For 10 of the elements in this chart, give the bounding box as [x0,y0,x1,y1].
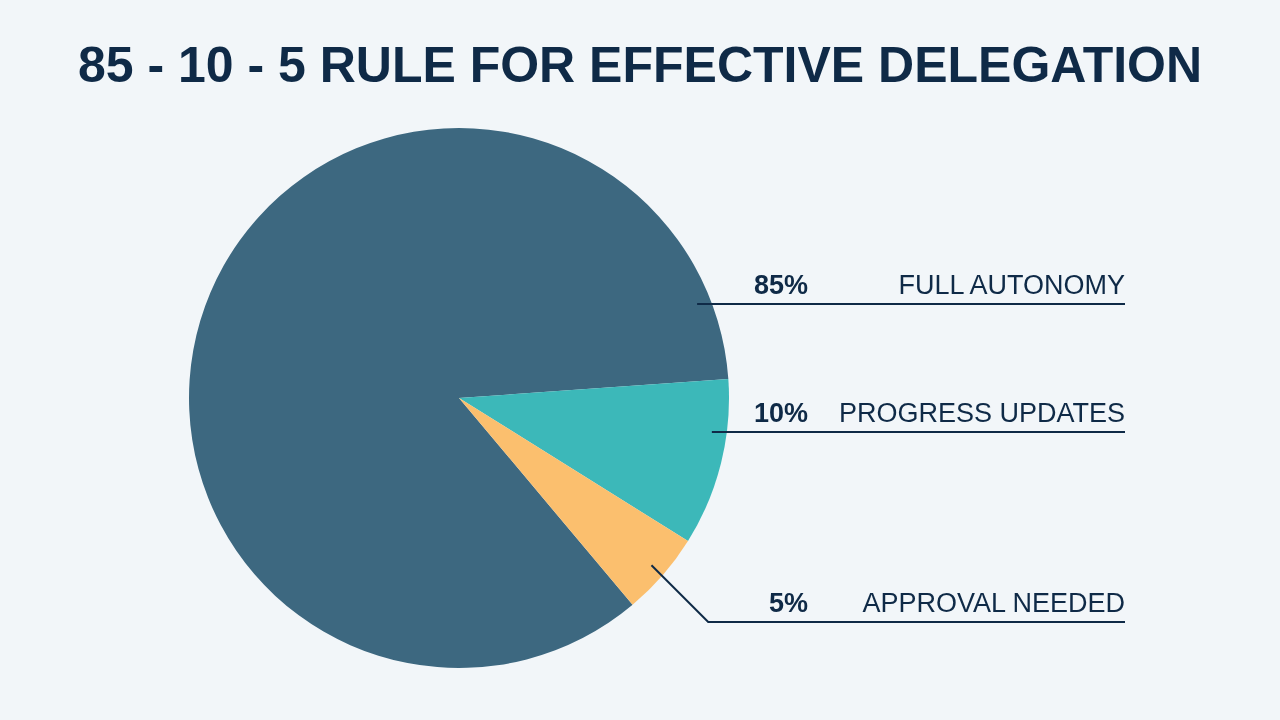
pie-slice [459,379,729,542]
data-label: 5% [768,588,808,618]
slice-label: PROGRESS UPDATES [838,398,1125,428]
chart-title: 85 - 10 - 5 RULE FOR EFFECTIVE DELEGATION [77,37,1203,93]
pie-slice [189,128,729,668]
slice-label: FULL AUTONOMY [898,270,1125,300]
data-label: 85% [753,270,808,300]
pie-slice [459,398,688,605]
data-label: 10% [753,398,808,428]
slice-label: APPROVAL NEEDED [862,588,1125,618]
